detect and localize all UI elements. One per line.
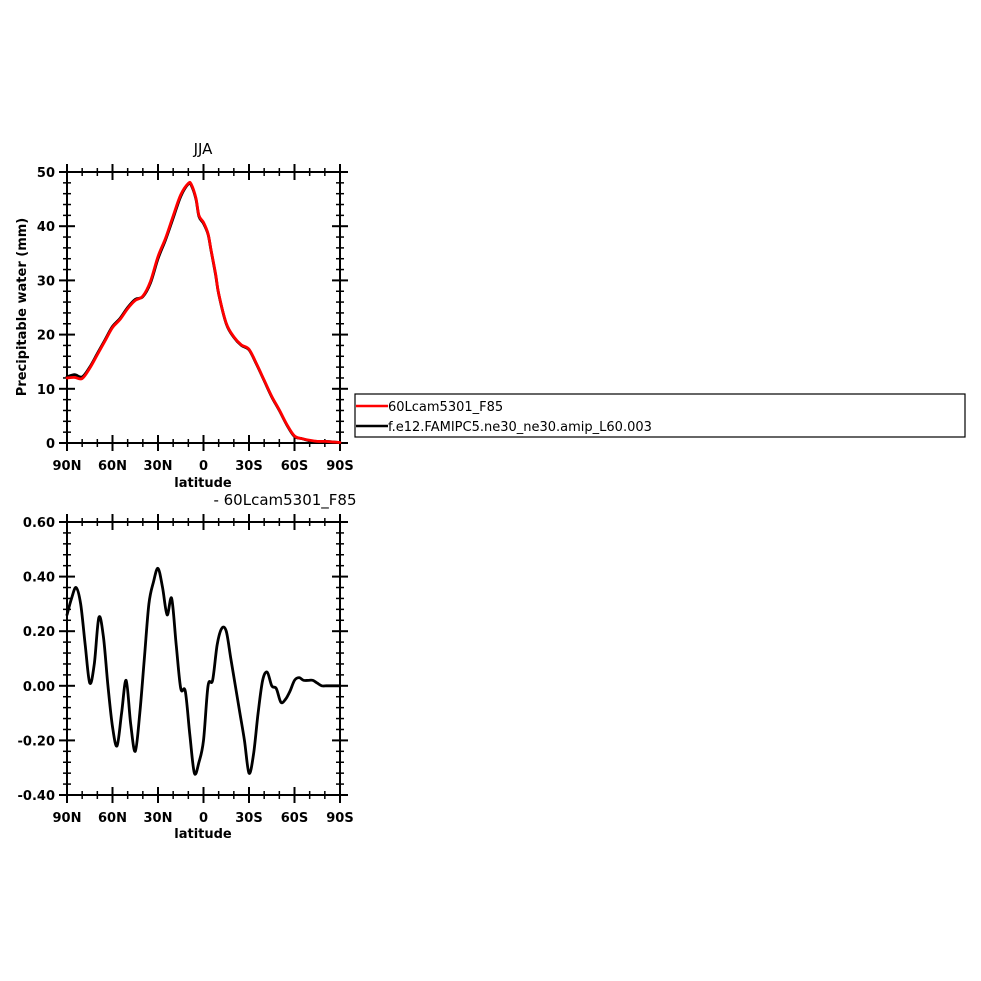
x-minor-ticks xyxy=(81,518,326,799)
chart-title: - 60Lcam5301_F85 xyxy=(213,491,356,510)
x-tick-label: 30N xyxy=(144,459,173,474)
x-tick-label: 60N xyxy=(98,459,127,474)
y-tick-label: 20 xyxy=(37,329,55,344)
y-tick-label: -0.40 xyxy=(18,789,55,804)
x-tick-label: 90S xyxy=(326,459,353,474)
chart-title: JJA xyxy=(193,140,214,158)
difference-panel: -0.40 -0.20 0.00 0.20 0.40 0.60 90N 60N 30N 0 30S 6… xyxy=(18,491,357,842)
x-tick-label: 0 xyxy=(199,459,208,474)
x-tick-label: 60S xyxy=(281,459,308,474)
red-series-line xyxy=(65,180,342,444)
y-tick-label: 30 xyxy=(37,274,55,289)
x-tick-label: 90N xyxy=(53,459,82,474)
precipitable-water-panel: 0 10 20 30 40 50 90N 60N 30N 0 30S 60S 90S JJA latit… xyxy=(15,140,354,491)
y-tick-label: 0.40 xyxy=(23,571,55,586)
y-tick-label: 0.00 xyxy=(23,680,55,695)
y-tick-label: 0 xyxy=(46,437,55,452)
y-minor-ticks xyxy=(63,532,344,785)
legend: 60Lcam5301_F85 f.e12.FAMIPC5.ne30_ne30.a… xyxy=(354,393,966,438)
legend-label-1: 60Lcam5301_F85 xyxy=(388,400,503,415)
y-tick-label: 50 xyxy=(37,166,55,181)
legend-box xyxy=(354,393,966,438)
x-tick-label: 30N xyxy=(144,811,173,826)
x-tick-label: 30S xyxy=(235,811,262,826)
plot-frame xyxy=(66,521,341,796)
major-ticks: 0 10 20 30 40 50 90N 60N 30N 0 30S 60S 90S xyxy=(37,164,354,474)
x-tick-label: 0 xyxy=(199,811,208,826)
plot-frame xyxy=(66,171,341,444)
series-lines xyxy=(65,567,342,776)
x-tick-label: 30S xyxy=(235,459,262,474)
y-tick-label: 0.60 xyxy=(23,516,55,531)
x-tick-label: 90N xyxy=(53,811,82,826)
series-lines xyxy=(65,180,342,444)
x-tick-label: 90S xyxy=(326,811,353,826)
y-tick-label: -0.20 xyxy=(18,734,55,749)
x-tick-label: 60S xyxy=(281,811,308,826)
y-axis-label: Precipitable water (mm) xyxy=(15,218,30,397)
x-minor-ticks xyxy=(81,168,326,447)
major-ticks: -0.40 -0.20 0.00 0.20 0.40 0.60 90N 60N 30N 0 30S 6… xyxy=(18,514,354,826)
x-axis-label: latitude xyxy=(174,476,232,491)
y-minor-ticks xyxy=(63,182,344,433)
x-axis-label: latitude xyxy=(174,827,232,842)
x-tick-label: 60N xyxy=(98,811,127,826)
y-tick-label: 40 xyxy=(37,220,55,235)
y-tick-label: 0.20 xyxy=(23,625,55,640)
legend-label-2: f.e12.FAMIPC5.ne30_ne30.amip_L60.003 xyxy=(388,420,652,435)
y-tick-label: 10 xyxy=(37,383,55,398)
black-series-line xyxy=(65,567,342,776)
